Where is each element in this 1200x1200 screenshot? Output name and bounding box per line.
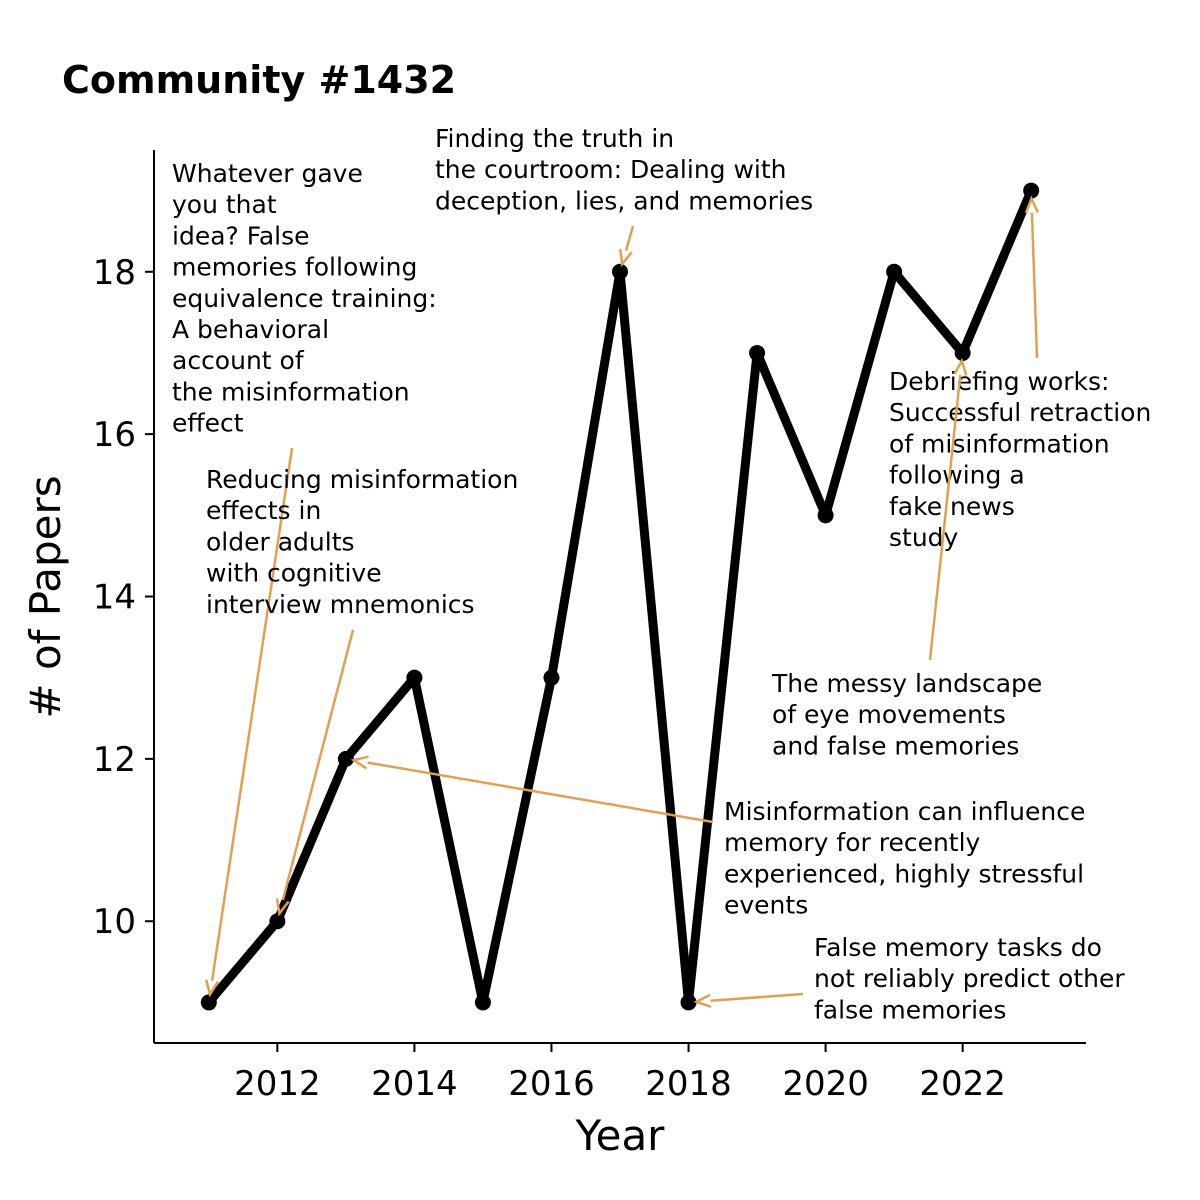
annotation-arrow-line xyxy=(281,629,355,901)
annotation-line: The messy landscape xyxy=(771,669,1042,698)
annotation-line: the courtroom: Dealing with xyxy=(435,155,787,184)
x-tick-label: 2022 xyxy=(919,1064,1006,1104)
data-point xyxy=(817,507,834,524)
annotation-line: memories following xyxy=(172,253,417,282)
annotation-text: Debriefing works: Successful retraction of… xyxy=(889,367,1151,552)
data-point xyxy=(406,669,423,686)
annotation-line: with cognitive xyxy=(206,559,382,588)
annotation-line: equivalence training: xyxy=(172,284,437,313)
annotation-text: False memory tasks do not reliably predic… xyxy=(814,933,1125,1024)
chart-title: Community #1432 xyxy=(62,58,456,102)
annotation-line: you that xyxy=(172,190,277,219)
annotation-arrow-head xyxy=(350,755,369,770)
annotation-line: Successful retraction xyxy=(889,398,1151,427)
x-tick-label: 2018 xyxy=(645,1064,732,1104)
annotation-line: of eye movements xyxy=(772,700,1006,729)
annotations: Whatever gave you that idea? False memories… xyxy=(172,124,1151,1024)
annotation-line: interview mnemonics xyxy=(206,590,475,619)
annotation-line: events xyxy=(724,891,808,920)
annotation-arrow-head xyxy=(618,248,633,268)
y-tick-label: 16 xyxy=(93,415,136,455)
data-point xyxy=(474,994,491,1011)
annotation: Debriefing works: Successful retraction of… xyxy=(889,195,1151,552)
annotation-line: study xyxy=(889,523,959,552)
annotation-arrow-head xyxy=(1024,195,1040,214)
x-tick-label: 2014 xyxy=(371,1064,458,1104)
annotation-line: false memories xyxy=(814,995,1006,1024)
annotation-text: Finding the truth in the courtroom: Deali… xyxy=(435,124,813,215)
annotation-line: Misinformation can influence xyxy=(724,797,1085,826)
y-tick-label: 12 xyxy=(93,740,136,780)
y-ticks: 10 12 14 16 18 xyxy=(93,253,154,942)
series-group xyxy=(200,182,1040,1011)
annotation: Whatever gave you that idea? False memories… xyxy=(172,159,437,998)
annotation-line: the misinformation xyxy=(172,377,410,406)
annotation-arrow-head xyxy=(275,898,290,917)
annotation-arrow-line xyxy=(1030,212,1039,359)
annotation-line: and false memories xyxy=(772,731,1019,760)
annotation-arrow-line xyxy=(624,225,635,251)
annotation-line: deception, lies, and memories xyxy=(435,186,813,215)
y-tick-label: 10 xyxy=(93,902,136,942)
data-point xyxy=(543,669,560,686)
x-tick-label: 2012 xyxy=(234,1064,321,1104)
annotation-arrow-line xyxy=(710,992,804,1003)
annotation-line: memory for recently xyxy=(724,828,981,857)
annotation-arrow-line xyxy=(210,447,294,981)
annotation: Reducing misinformation effects in older a… xyxy=(206,465,518,917)
annotation-arrow-head xyxy=(953,357,968,376)
annotation-line: Whatever gave xyxy=(172,159,363,188)
data-point xyxy=(886,263,903,280)
annotation-line: idea? False xyxy=(172,221,310,250)
data-point xyxy=(269,913,286,930)
annotation-line: experienced, highly stressful xyxy=(724,859,1084,888)
y-axis-label: # of Papers xyxy=(21,475,70,718)
annotation-arrow-line xyxy=(928,374,962,661)
annotation-arrow-head xyxy=(204,979,220,998)
annotation-line: following a xyxy=(889,461,1025,490)
annotation-line: older adults xyxy=(206,527,355,556)
annotation-line: Debriefing works: xyxy=(889,367,1109,396)
y-tick-label: 14 xyxy=(93,578,136,618)
annotation: The messy landscape of eye movements and f… xyxy=(771,357,1042,760)
annotation-arrow-line xyxy=(367,761,714,824)
annotation-arrow-head xyxy=(693,993,712,1008)
x-axis-label: Year xyxy=(575,1111,666,1160)
annotation-line: not reliably predict other xyxy=(814,964,1125,993)
data-point xyxy=(954,344,971,361)
x-tick-label: 2020 xyxy=(782,1064,869,1104)
annotation: Misinformation can influence memory for r… xyxy=(350,755,1085,920)
annotation-line: effect xyxy=(172,409,244,438)
annotation-text: The messy landscape of eye movements and f… xyxy=(771,669,1042,760)
annotation-line: of misinformation xyxy=(889,429,1110,458)
annotation-line: False memory tasks do xyxy=(814,933,1102,962)
data-point xyxy=(337,750,354,767)
annotation-line: A behavioral xyxy=(172,315,329,344)
x-ticks: 2012 2014 2016 2018 2020 2022 xyxy=(234,1043,1006,1104)
annotation-line: account of xyxy=(172,346,305,375)
annotation: False memory tasks do not reliably predic… xyxy=(693,933,1125,1024)
annotation-text: Misinformation can influence memory for r… xyxy=(724,797,1085,920)
annotation-line: fake news xyxy=(889,492,1015,521)
annotation-text: Whatever gave you that idea? False memories… xyxy=(172,159,437,438)
annotation-line: Reducing misinformation xyxy=(206,465,518,494)
data-point xyxy=(200,994,217,1011)
data-point xyxy=(1023,182,1040,199)
annotation-text: Reducing misinformation effects in older a… xyxy=(206,465,518,619)
data-point xyxy=(612,263,628,280)
data-point xyxy=(680,994,697,1011)
data-point xyxy=(749,344,766,361)
annotation-line: Finding the truth in xyxy=(435,124,674,153)
x-tick-label: 2016 xyxy=(508,1064,595,1104)
y-tick-label: 18 xyxy=(93,253,136,293)
annotation: Finding the truth in the courtroom: Deali… xyxy=(435,124,813,268)
annotation-line: effects in xyxy=(206,496,321,525)
